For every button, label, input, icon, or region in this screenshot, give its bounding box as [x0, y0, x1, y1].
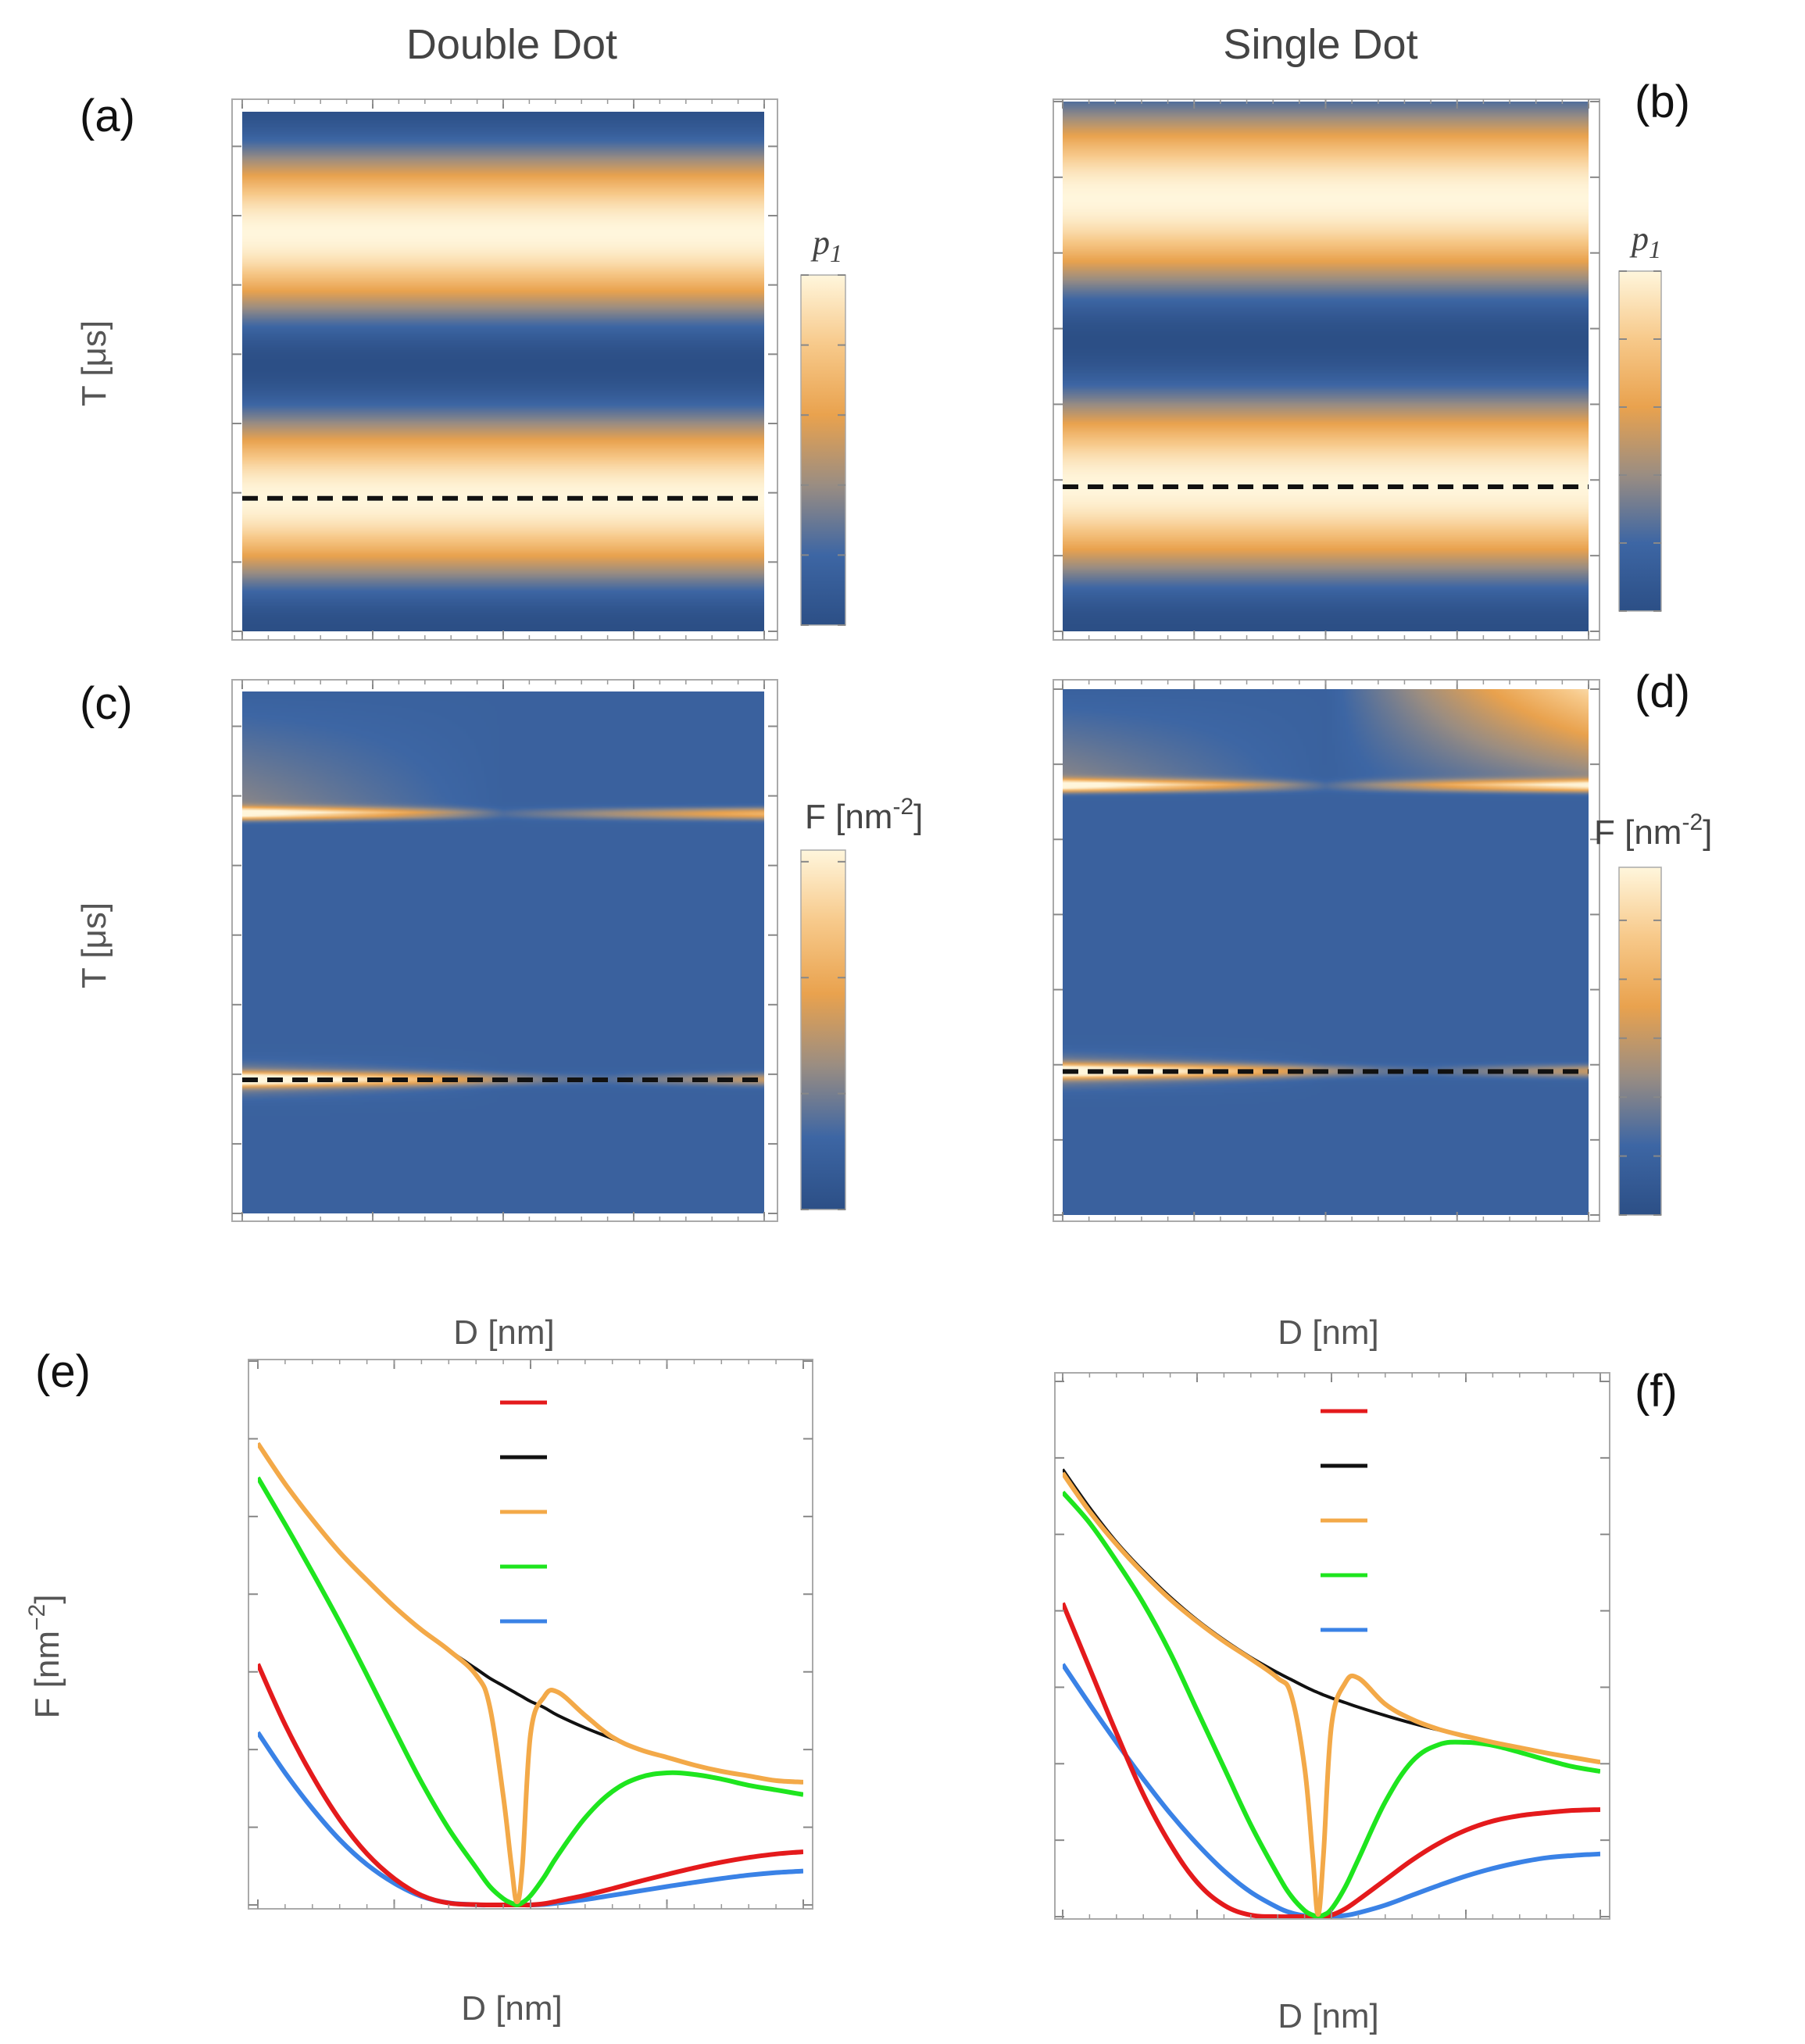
colorbar-gradient — [1618, 270, 1662, 612]
y-axis-label: F [nm−2] — [24, 1595, 66, 1719]
series-line-red — [1063, 1602, 1600, 1920]
colorbar-title: p1 — [1629, 220, 1661, 263]
series-line-orange — [1063, 1471, 1600, 1917]
series-line-green — [258, 1476, 803, 1907]
colorbar-title: F [nm-2] — [1594, 809, 1712, 852]
series-line-green — [1063, 1490, 1600, 1919]
plot-frame — [231, 98, 778, 641]
column-title-left: Double Dot — [406, 21, 617, 68]
panel-label: (d) — [1635, 666, 1690, 717]
column-title-right: Single Dot — [1223, 21, 1417, 68]
panel-d: (d) D [nm] F [nm-2] — [1053, 666, 1712, 1352]
panel-label: (b) — [1635, 77, 1690, 127]
colorbar-gradient — [800, 274, 846, 626]
plot-frame — [1054, 1372, 1610, 1920]
panel-a: (a) T [μs] p1 — [75, 91, 846, 641]
heatmap-image — [242, 112, 764, 631]
legend — [1321, 1409, 1367, 1632]
panel-b: (b) p1 — [1053, 77, 1690, 641]
heatmap-image — [1063, 689, 1589, 1215]
panel-label: (e) — [35, 1346, 91, 1397]
colorbar-gradient — [1618, 867, 1662, 1216]
colorbar-title: F [nm-2] — [805, 794, 923, 836]
colorbar: F [nm-2] — [800, 794, 923, 1210]
x-axis-label: D [nm] — [461, 1989, 563, 2028]
legend — [500, 1400, 547, 1624]
series-line-orange — [258, 1442, 803, 1904]
panel-label: (c) — [80, 678, 133, 729]
heatmap-image — [1063, 102, 1589, 631]
panel-label: (f) — [1635, 1366, 1678, 1417]
x-axis-label: D [nm] — [1278, 1313, 1379, 1352]
x-axis-label: D [nm] — [1278, 1997, 1379, 2035]
colorbar-gradient — [800, 849, 846, 1210]
panel-e: (e) F [nm−2] D [nm] — [24, 1346, 813, 2028]
plot-frame — [231, 679, 778, 1222]
plot-frame — [248, 1359, 813, 1910]
panel-label: (a) — [80, 91, 135, 141]
heatmap-image — [242, 691, 764, 1213]
panel-f: (f) D [nm] — [1054, 1366, 1678, 2035]
x-axis-label: D [nm] — [453, 1313, 555, 1352]
colorbar: F [nm-2] — [1594, 809, 1712, 1216]
colorbar: p1 — [1618, 220, 1662, 612]
panel-c: (c) T [μs] D [nm] F [nm-2] — [75, 678, 923, 1352]
y-axis-label: T [μs] — [75, 320, 113, 406]
y-axis-label: T [μs] — [75, 902, 113, 988]
colorbar-title: p1 — [810, 223, 842, 267]
colorbar: p1 — [800, 223, 846, 626]
